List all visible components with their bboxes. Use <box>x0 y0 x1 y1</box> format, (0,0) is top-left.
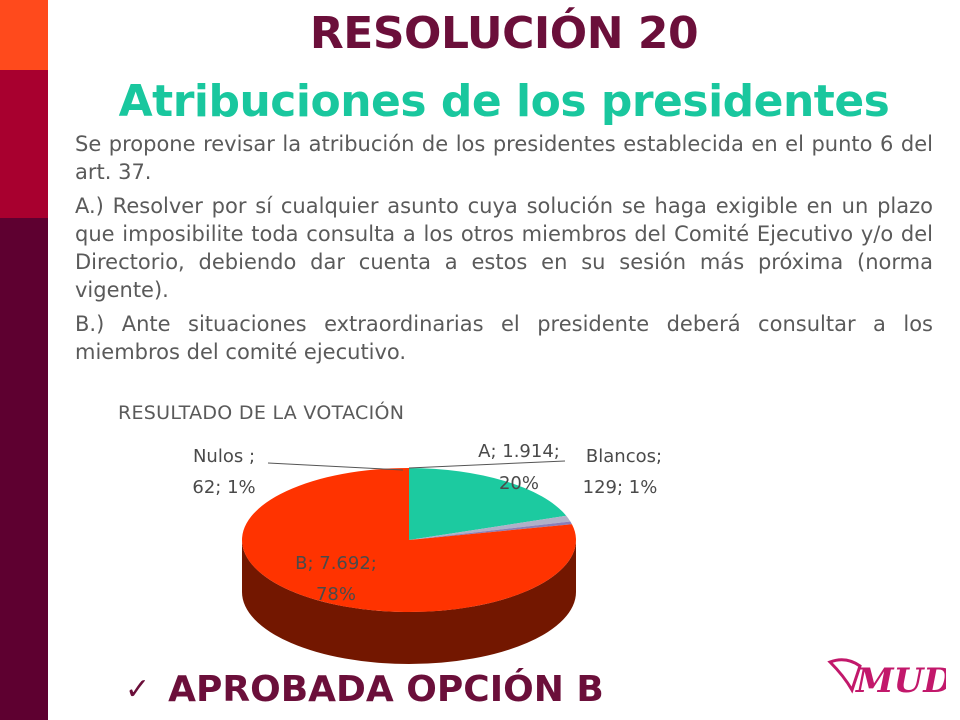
paragraph-option-a: A.) Resolver por sí cualquier asunto cuy… <box>75 194 933 302</box>
label-a-name: A; 1.914; <box>478 441 560 462</box>
verdict-text: APROBADA OPCIÓN B <box>168 668 604 710</box>
leader-line-nulos <box>267 462 404 471</box>
slide-title: RESOLUCIÓN 20 <box>309 8 699 59</box>
paragraph-option-b: B.) Ante situaciones extraordinarias el … <box>75 312 933 364</box>
leader-line-blancos <box>408 460 566 469</box>
label-blancos-value: 129; 1% <box>583 477 658 498</box>
paragraph-intro: Se propone revisar la atribución de los … <box>75 132 933 184</box>
mud-logo: MUD <box>827 658 946 701</box>
label-nulos-name: Nulos ; <box>193 446 255 467</box>
pie-slice-b <box>242 468 576 612</box>
pie-slice-blancos <box>409 515 571 540</box>
label-nulos-value: 62; 1% <box>192 477 255 498</box>
side-bar-top <box>0 0 48 70</box>
body-text: Se propone revisar la atribución de los … <box>75 130 933 372</box>
pie-slice-a <box>409 468 567 540</box>
pie-slice-nulos <box>409 521 572 540</box>
logo-text: MUD <box>855 661 946 701</box>
pie-side-b <box>242 540 576 664</box>
verdict-row: ✓ APROBADA OPCIÓN B <box>125 664 604 714</box>
side-bar-middle <box>0 70 48 218</box>
label-a-percent: 20% <box>499 473 539 494</box>
check-icon: ✓ <box>125 671 151 707</box>
label-blancos-name: Blancos; <box>586 446 662 467</box>
pie-slices <box>242 468 576 664</box>
slide-subtitle: Atribuciones de los presidentes <box>118 76 890 127</box>
label-b-name: B; 7.692; <box>295 553 377 574</box>
label-b-percent: 78% <box>316 584 356 605</box>
chart-title: RESULTADO DE LA VOTACIÓN <box>118 402 405 424</box>
side-bar-bottom <box>0 218 48 720</box>
